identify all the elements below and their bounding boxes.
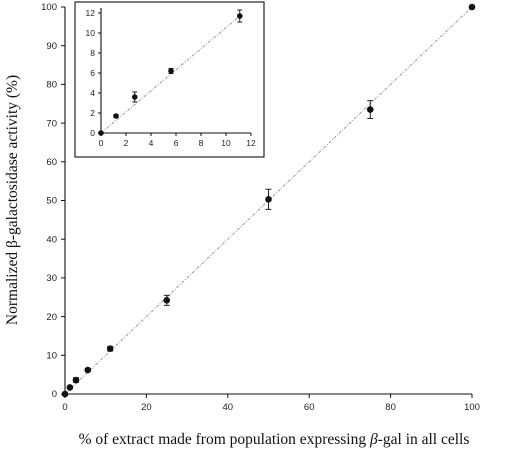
inset-x-tick-label: 6 [174, 138, 179, 148]
y-tick-label: 40 [46, 234, 57, 245]
y-tick-label: 0 [52, 389, 57, 400]
inset-x-tick-label: 0 [99, 138, 104, 148]
data-point [66, 384, 74, 391]
inset-data-point [236, 13, 243, 19]
y-tick-label: 50 [46, 196, 57, 207]
inset-y-tick-label: 8 [90, 48, 95, 58]
y-tick-label: 80 [46, 80, 57, 91]
inset-fit-line [100, 15, 241, 134]
y-tick-label: 10 [46, 351, 57, 362]
y-tick-label: 60 [46, 157, 57, 168]
data-point [61, 390, 69, 398]
y-axis-title-part: -galactosidase activity (%) [4, 75, 21, 240]
inset-data-point [113, 113, 119, 119]
x-axis-title-part: -gal in all cells [378, 431, 470, 448]
inset-x-tick-label: 4 [149, 138, 154, 148]
y-tick-label: 20 [46, 312, 57, 323]
inset-y-tick-label: 6 [90, 68, 95, 78]
y-tick-label: 70 [46, 118, 57, 129]
data-point [366, 106, 374, 113]
data-point [468, 3, 476, 11]
x-axis-title-part: % of extract made from population expres… [79, 431, 370, 448]
x-tick-label: 100 [464, 402, 480, 413]
inset-x-tick-label: 8 [199, 138, 204, 148]
inset-y-tick-label: 0 [90, 128, 95, 138]
data-point [84, 366, 92, 374]
x-tick-label: 0 [62, 402, 67, 413]
y-tick-label: 90 [46, 41, 57, 52]
inset-y-tick-label: 2 [90, 108, 95, 118]
inset-data-point [98, 130, 104, 136]
y-tick-label: 100 [41, 2, 57, 13]
x-tick-label: 40 [223, 402, 234, 413]
inset-x-tick-label: 2 [124, 138, 129, 148]
inset-data-point [131, 94, 138, 100]
x-tick-label: 60 [304, 402, 315, 413]
inset-y-tick-label: 10 [86, 28, 96, 38]
y-tick-label: 30 [46, 273, 57, 284]
inset-data-point [168, 68, 174, 74]
inset-x-tick-label: 10 [221, 138, 231, 148]
inset-plot: 0 2 4 6 8 10 12 0 2 4 6 8 10 12 [74, 1, 265, 158]
inset-y-tick-label: 12 [86, 8, 96, 18]
y-axis-title-part: Normalized [4, 248, 21, 325]
x-axis-title-symbol: β [369, 431, 378, 448]
x-axis-title: % of extract made from population expres… [79, 431, 470, 448]
x-tick-label: 80 [385, 402, 396, 413]
x-tick-label: 20 [141, 402, 152, 413]
inset-frame [74, 1, 265, 158]
data-point [72, 376, 80, 384]
data-point [106, 345, 114, 353]
y-axis-title-symbol: β [4, 240, 21, 248]
inset-x-tick-label: 12 [246, 138, 256, 148]
y-axis-title: Normalized β-galactosidase activity (%) [4, 75, 21, 325]
data-point [163, 297, 171, 304]
data-point [265, 196, 272, 203]
inset-y-tick-label: 4 [90, 88, 95, 98]
